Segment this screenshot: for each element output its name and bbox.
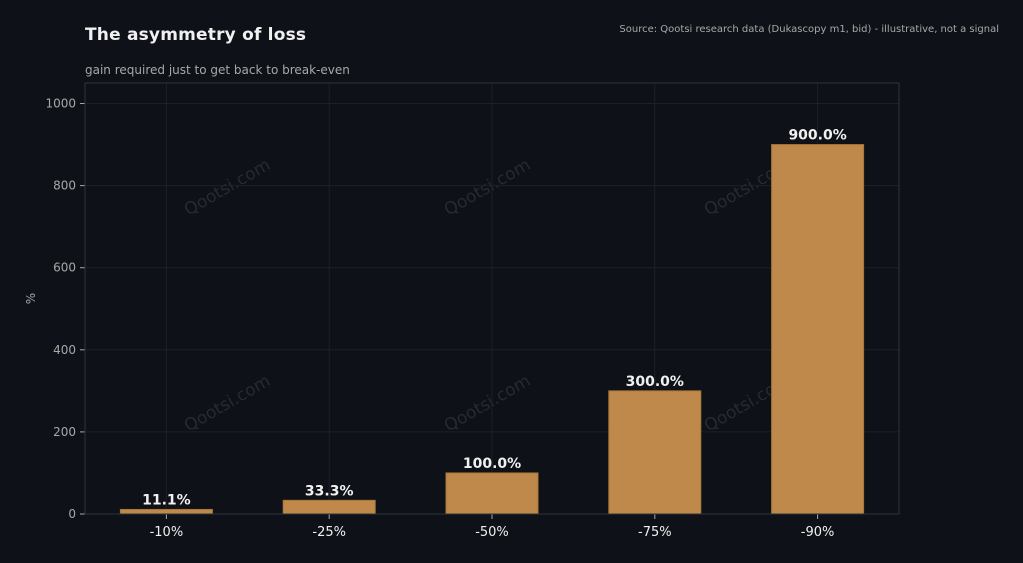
bar--10% bbox=[119, 508, 213, 515]
data-label: 11.1% bbox=[142, 492, 191, 508]
x-tick-label: -90% bbox=[801, 525, 835, 540]
source-note: Source: Qootsi research data (Dukascopy … bbox=[619, 24, 999, 35]
x-tick-label: -10% bbox=[150, 525, 184, 540]
bar--75% bbox=[608, 390, 702, 515]
x-tick-label: -50% bbox=[475, 525, 509, 540]
y-tick-label: 200 bbox=[53, 425, 76, 439]
y-tick-label: 1000 bbox=[45, 97, 76, 111]
data-label: 100.0% bbox=[463, 456, 521, 472]
bar--90% bbox=[771, 144, 865, 515]
data-label: 33.3% bbox=[305, 483, 354, 499]
data-label: 900.0% bbox=[788, 128, 846, 144]
y-axis-label: % bbox=[24, 293, 38, 304]
x-tick-label: -25% bbox=[312, 525, 346, 540]
y-tick-label: 400 bbox=[53, 343, 76, 357]
x-tick-label: -75% bbox=[638, 525, 672, 540]
y-tick-label: 0 bbox=[68, 507, 76, 521]
chart-subtitle: gain required just to get back to break-… bbox=[85, 63, 350, 77]
y-tick-label: 800 bbox=[53, 179, 76, 193]
y-tick-label: 600 bbox=[53, 261, 76, 275]
bar--50% bbox=[445, 472, 539, 515]
bar--25% bbox=[282, 499, 376, 515]
plot-frame bbox=[84, 82, 900, 515]
data-label: 300.0% bbox=[626, 374, 684, 390]
chart-title: The asymmetry of loss bbox=[85, 25, 307, 45]
